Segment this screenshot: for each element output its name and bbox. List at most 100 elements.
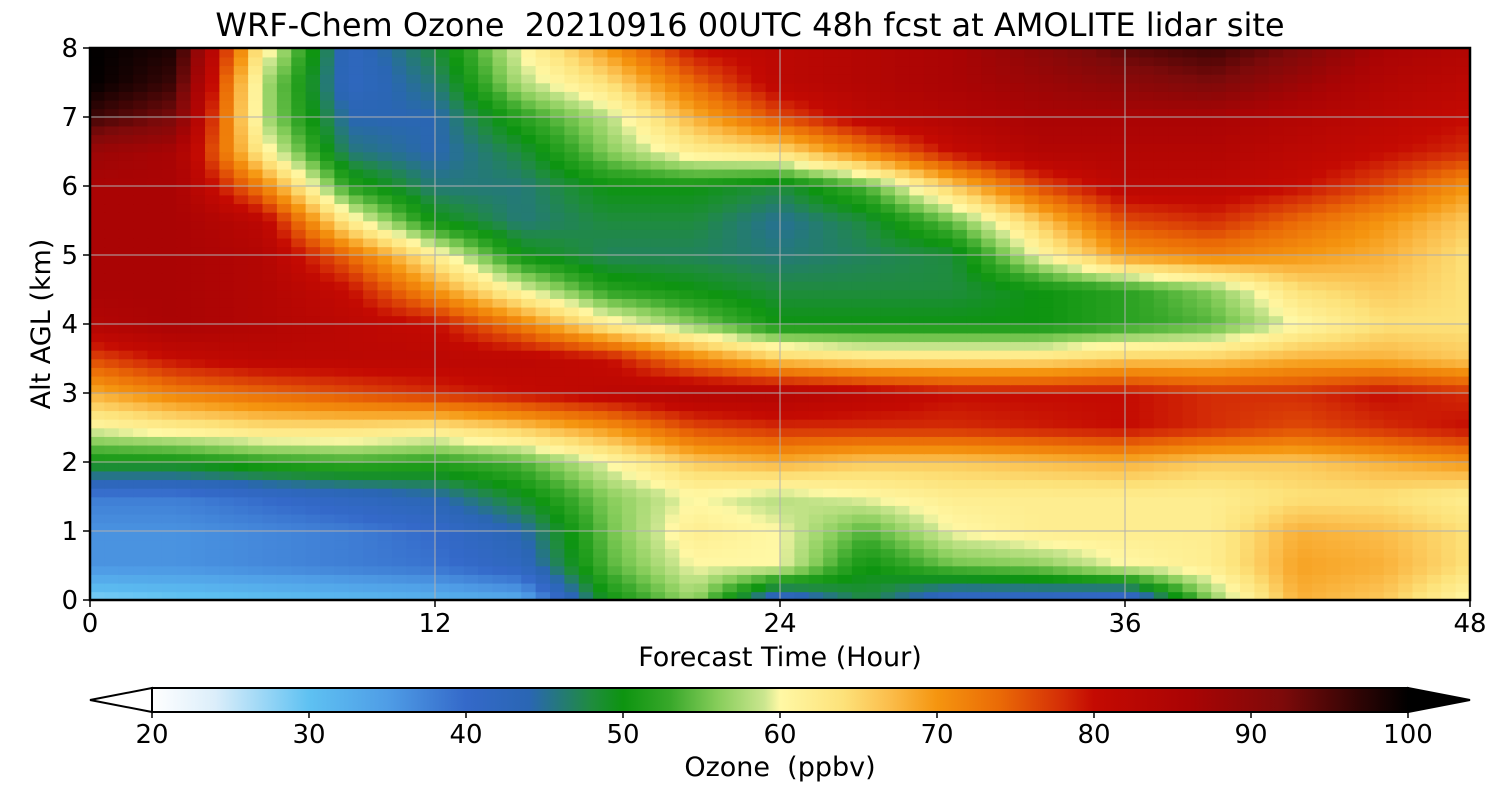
heatmap-cell xyxy=(478,496,494,506)
heatmap-cell xyxy=(363,186,379,196)
heatmap-cell xyxy=(463,246,479,256)
heatmap-cell xyxy=(650,160,666,170)
heatmap-cell xyxy=(334,444,350,455)
heatmap-cell xyxy=(1398,203,1414,213)
heatmap-cell xyxy=(1398,427,1414,437)
heatmap-cell xyxy=(851,574,868,584)
heatmap-cell xyxy=(1398,280,1414,291)
heatmap-cell xyxy=(693,470,709,481)
heatmap-cell xyxy=(938,194,954,205)
heatmap-cell xyxy=(1383,531,1399,541)
heatmap-cell xyxy=(722,522,738,532)
heatmap-cell xyxy=(923,358,939,368)
heatmap-cell xyxy=(276,470,293,481)
heatmap-cell xyxy=(305,349,321,360)
heatmap-cell xyxy=(492,531,508,541)
heatmap-cell xyxy=(377,229,393,239)
heatmap-cell xyxy=(90,556,106,567)
heatmap-cell xyxy=(1268,289,1284,299)
heatmap-cell xyxy=(1398,306,1414,317)
heatmap-cell xyxy=(1340,194,1356,205)
heatmap-cell xyxy=(305,591,321,600)
heatmap-cell xyxy=(1196,349,1213,360)
heatmap-cell xyxy=(305,168,321,179)
heatmap-cell xyxy=(104,324,120,334)
heatmap-cell xyxy=(420,556,436,567)
heatmap-cell xyxy=(1024,505,1040,515)
heatmap-cell xyxy=(463,556,479,567)
heatmap-cell xyxy=(909,211,925,222)
heatmap-cell xyxy=(506,393,523,403)
heatmap-cell xyxy=(506,418,523,429)
heatmap-cell xyxy=(205,306,221,317)
heatmap-cell xyxy=(1125,384,1141,394)
heatmap-cell xyxy=(176,280,192,291)
heatmap-cell xyxy=(276,203,293,213)
heatmap-cell xyxy=(808,186,824,196)
heatmap-cell xyxy=(377,272,393,282)
heatmap-cell xyxy=(1283,349,1299,360)
heatmap-cell xyxy=(1268,582,1284,593)
heatmap-cell xyxy=(665,427,681,437)
heatmap-cell xyxy=(1254,306,1270,317)
heatmap-cell xyxy=(233,341,249,351)
heatmap-cell xyxy=(650,393,666,403)
heatmap-cell xyxy=(1096,436,1112,446)
heatmap-cell xyxy=(1455,453,1470,463)
heatmap-cell xyxy=(995,375,1011,386)
heatmap-cell xyxy=(1139,315,1155,325)
heatmap-cell xyxy=(1110,341,1126,351)
heatmap-cell xyxy=(248,280,264,291)
heatmap-cell xyxy=(923,168,939,179)
heatmap-cell xyxy=(420,427,436,437)
heatmap-cell xyxy=(435,487,451,498)
heatmap-cell xyxy=(1139,186,1155,196)
heatmap-cell xyxy=(463,177,479,187)
heatmap-cell xyxy=(636,462,652,472)
heatmap-cell xyxy=(880,565,896,575)
heatmap-cell xyxy=(578,453,594,463)
heatmap-cell xyxy=(1340,565,1356,575)
heatmap-cell xyxy=(1254,280,1270,291)
heatmap-cell xyxy=(320,203,336,213)
heatmap-cell xyxy=(1283,306,1299,317)
heatmap-cell xyxy=(722,384,738,394)
heatmap-cell xyxy=(1153,384,1169,394)
heatmap-cell xyxy=(276,246,293,256)
heatmap-cell xyxy=(334,186,350,196)
heatmap-cell xyxy=(923,565,939,575)
heatmap-cell xyxy=(463,418,479,429)
heatmap-cell xyxy=(823,384,839,394)
heatmap-cell xyxy=(981,522,997,532)
heatmap-cell xyxy=(506,470,523,481)
heatmap-cell xyxy=(1355,401,1371,412)
heatmap-cell xyxy=(665,531,681,541)
heatmap-cell xyxy=(794,479,810,489)
heatmap-cell xyxy=(233,582,249,593)
heatmap-cell xyxy=(1398,591,1414,600)
heatmap-cell xyxy=(1053,280,1069,291)
heatmap-cell xyxy=(1383,410,1399,420)
heatmap-cell xyxy=(995,263,1011,274)
heatmap-cell xyxy=(578,591,594,600)
heatmap-cell xyxy=(1125,522,1141,532)
heatmap-cell xyxy=(492,246,508,256)
heatmap-cell xyxy=(765,505,781,515)
heatmap-cell xyxy=(708,505,724,515)
heatmap-cell xyxy=(406,496,422,506)
heatmap-cell xyxy=(305,220,321,230)
heatmap-cell xyxy=(391,332,408,343)
heatmap-cell xyxy=(276,436,293,446)
heatmap-cell xyxy=(981,194,997,205)
heatmap-cell xyxy=(90,582,106,593)
heatmap-cell xyxy=(1096,556,1112,567)
heatmap-cell xyxy=(550,462,566,472)
heatmap-cell xyxy=(449,444,465,455)
heatmap-cell xyxy=(794,298,810,308)
heatmap-cell xyxy=(593,539,609,550)
heatmap-cell xyxy=(564,436,580,446)
heatmap-cell xyxy=(521,332,537,343)
heatmap-cell xyxy=(478,462,494,472)
heatmap-cell xyxy=(866,186,882,196)
heatmap-cell xyxy=(1355,531,1371,541)
